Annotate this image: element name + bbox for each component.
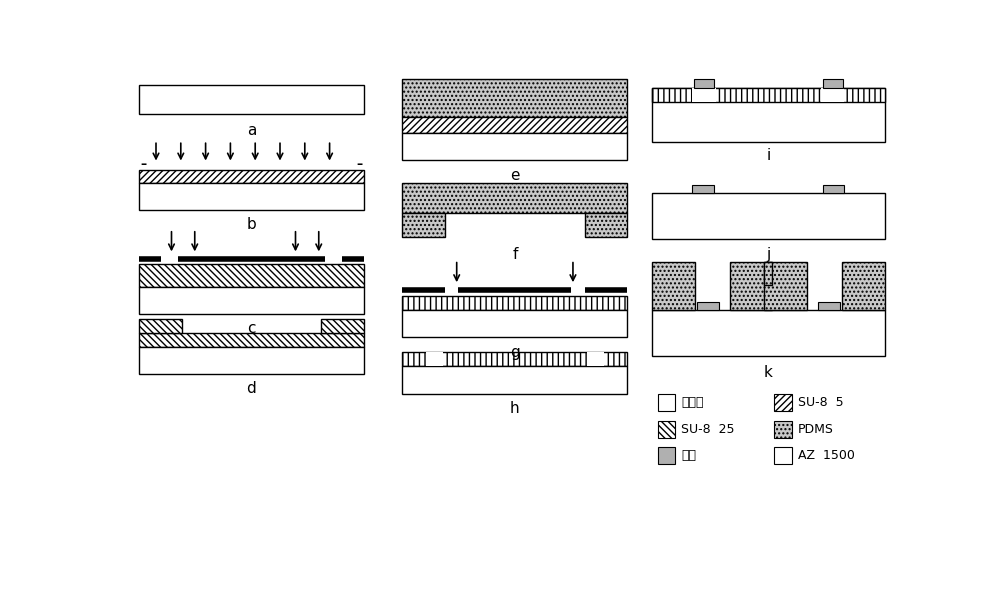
Bar (587, 352, 604, 366)
Bar (694, 79, 714, 88)
Bar (842, 262, 885, 310)
Text: SU-8  5: SU-8 5 (798, 397, 843, 410)
Bar (652, 88, 885, 102)
Text: i: i (766, 148, 770, 163)
Text: g: g (510, 345, 520, 360)
Bar (139, 347, 364, 374)
Bar (774, 394, 792, 411)
Bar (139, 85, 364, 114)
Bar (658, 447, 675, 464)
Bar (402, 310, 627, 337)
Bar (402, 214, 445, 237)
Bar (692, 88, 716, 102)
Bar (818, 302, 840, 310)
Bar (764, 262, 772, 285)
Bar (402, 79, 627, 117)
Bar (585, 214, 627, 237)
Text: b: b (246, 217, 256, 232)
Text: j: j (766, 247, 770, 262)
Bar (774, 447, 792, 464)
Bar (402, 183, 627, 214)
Bar (139, 319, 182, 333)
Bar (821, 88, 844, 102)
Bar (658, 394, 675, 411)
Bar (652, 193, 885, 239)
Text: d: d (246, 381, 256, 397)
Bar (822, 79, 843, 88)
Text: –: – (356, 159, 362, 172)
Bar (139, 184, 364, 210)
Bar (652, 262, 695, 310)
Bar (697, 302, 719, 310)
Text: SU-8  25: SU-8 25 (681, 423, 735, 436)
Bar (321, 319, 364, 333)
Text: –: – (140, 159, 147, 172)
Text: AZ  1500: AZ 1500 (798, 449, 855, 462)
Bar (402, 117, 627, 133)
Text: k: k (764, 365, 773, 380)
Bar (730, 262, 772, 310)
Text: f: f (512, 247, 518, 262)
Text: PDMS: PDMS (798, 423, 834, 436)
Bar (139, 333, 364, 347)
Text: 电极: 电极 (681, 449, 696, 462)
Bar (402, 352, 627, 366)
Bar (658, 421, 675, 437)
Bar (692, 185, 714, 193)
Bar (822, 185, 844, 193)
Bar (402, 296, 627, 310)
Text: c: c (247, 321, 256, 336)
Bar (402, 133, 627, 160)
Text: e: e (510, 168, 520, 183)
Bar (774, 421, 792, 437)
Text: h: h (510, 401, 520, 416)
Bar (402, 366, 627, 394)
Bar (139, 263, 364, 287)
Text: a: a (247, 123, 256, 139)
Text: 硅衬底: 硅衬底 (681, 397, 704, 410)
Bar (764, 262, 807, 310)
Bar (652, 310, 885, 356)
Bar (139, 287, 364, 314)
Bar (139, 169, 364, 184)
Bar (426, 352, 443, 366)
Bar (652, 88, 885, 142)
